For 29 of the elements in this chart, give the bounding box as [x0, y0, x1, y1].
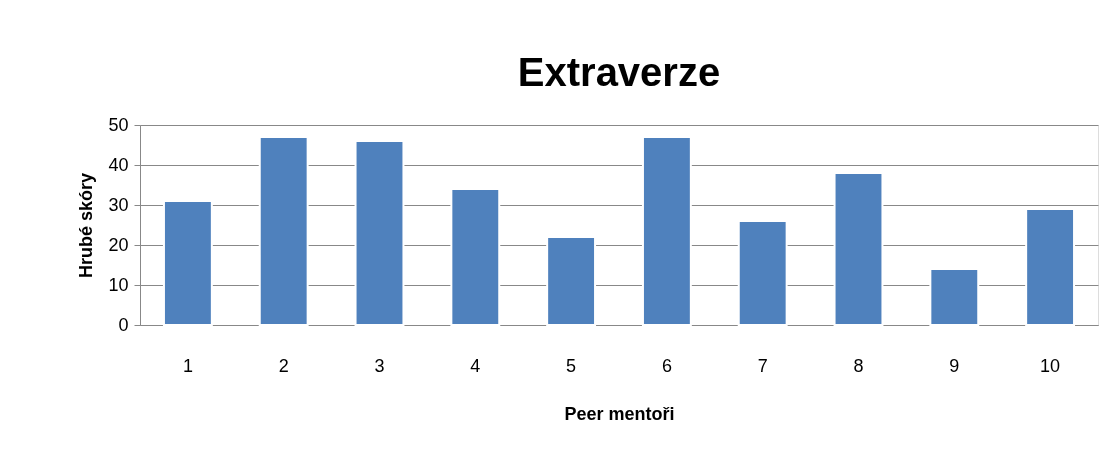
y-tick-label: 30	[108, 194, 129, 215]
y-tick-label: 20	[108, 234, 129, 255]
y-tick-label: 50	[108, 114, 129, 135]
y-tick-label: 10	[108, 274, 129, 295]
bar	[162, 200, 213, 326]
bar	[354, 140, 405, 326]
y-tick-label: 40	[108, 154, 129, 175]
bar	[258, 136, 309, 326]
bar	[641, 136, 692, 326]
bar	[450, 188, 501, 326]
bar	[737, 220, 788, 326]
x-tick-label: 2	[278, 355, 289, 376]
bar	[546, 236, 597, 326]
x-tick-label: 7	[757, 355, 768, 376]
bar	[929, 268, 980, 326]
bar	[1025, 208, 1076, 326]
x-tick-label: 10	[1040, 355, 1061, 376]
x-tick-label: 3	[374, 355, 385, 376]
x-axis-title: Peer mentoři	[564, 403, 675, 424]
chart-title: Extraverze	[517, 50, 721, 94]
y-axis-title: Hrubé skóry	[76, 172, 97, 279]
x-tick-label: 8	[853, 355, 864, 376]
x-tick-label: 5	[566, 355, 577, 376]
bar	[833, 172, 884, 326]
x-tick-label: 1	[182, 355, 193, 376]
x-tick-label: 6	[661, 355, 672, 376]
y-tick-label: 0	[118, 314, 129, 335]
x-tick-label: 4	[470, 355, 481, 376]
x-tick-label: 9	[949, 355, 960, 376]
